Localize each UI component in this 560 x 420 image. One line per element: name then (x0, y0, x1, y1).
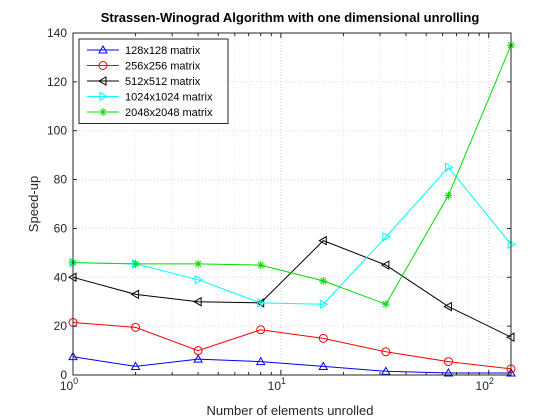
series-5 (69, 41, 515, 309)
legend: 128x128 matrix 256x256 matrix 512x512 matr… (78, 38, 229, 124)
chart-title: Strassen-Winograd Algorithm with one dim… (101, 10, 480, 25)
y-tick-label: 140 (47, 26, 67, 40)
y-tick-label: 80 (54, 173, 68, 187)
series-line (72, 166, 512, 305)
y-tick-label: 120 (47, 75, 67, 89)
legend-label: 2048x2048 matrix (125, 107, 213, 119)
data-point (443, 301, 452, 312)
data-point (381, 347, 391, 357)
data-point (255, 356, 266, 366)
data-point (319, 299, 329, 310)
legend-entry: 128x128 matrix (87, 44, 201, 57)
series-line (72, 45, 512, 305)
data-point (97, 76, 107, 86)
data-point (443, 368, 454, 377)
data-point (382, 232, 391, 242)
data-point (443, 357, 453, 367)
series-line (72, 356, 511, 374)
data-point (318, 361, 329, 370)
data-point (130, 289, 140, 300)
y-tick-label: 0 (60, 368, 67, 382)
legend-entry: 1024x1024 matrix (87, 92, 213, 104)
data-point (318, 333, 328, 343)
data-point (380, 366, 391, 375)
y-tick-label: 20 (54, 319, 68, 333)
axes-box (72, 32, 512, 376)
data-point (444, 191, 453, 200)
y-tick-label: 40 (54, 270, 68, 284)
data-point (98, 44, 108, 54)
series-line (72, 240, 512, 338)
data-point (193, 354, 204, 363)
y-tick-label: 100 (47, 124, 67, 138)
legend-label: 1024x1024 matrix (125, 92, 213, 104)
data-point (194, 259, 203, 268)
legend-entry: 256x256 matrix (87, 61, 201, 73)
legend-entry: 2048x2048 matrix (87, 107, 213, 119)
data-point (131, 322, 141, 332)
data-point (99, 108, 107, 116)
data-point (130, 361, 141, 370)
data-point (380, 260, 390, 270)
data-point (319, 276, 328, 285)
legend-label: 512x512 matrix (125, 76, 201, 88)
data-point (256, 325, 266, 335)
data-point (194, 274, 204, 285)
y-axis-label: Speed-up (26, 176, 41, 232)
data-point (131, 259, 140, 268)
x-axis-label: Number of elements unrolled (207, 403, 374, 418)
data-point (318, 235, 327, 246)
legend-label: 256x256 matrix (125, 61, 201, 73)
series-layer (67, 41, 517, 377)
data-point (381, 300, 390, 309)
series-2 (68, 317, 516, 374)
data-point (257, 298, 266, 308)
data-point (99, 91, 109, 102)
data-point (193, 296, 202, 307)
data-point (444, 162, 454, 173)
data-point (98, 61, 108, 70)
legend-label: 128x128 matrix (125, 45, 201, 57)
data-point (193, 346, 203, 356)
y-tick-label: 60 (54, 221, 68, 235)
data-point (256, 261, 265, 270)
series-line (72, 322, 512, 370)
legend-entry: 512x512 matrix (87, 76, 201, 88)
